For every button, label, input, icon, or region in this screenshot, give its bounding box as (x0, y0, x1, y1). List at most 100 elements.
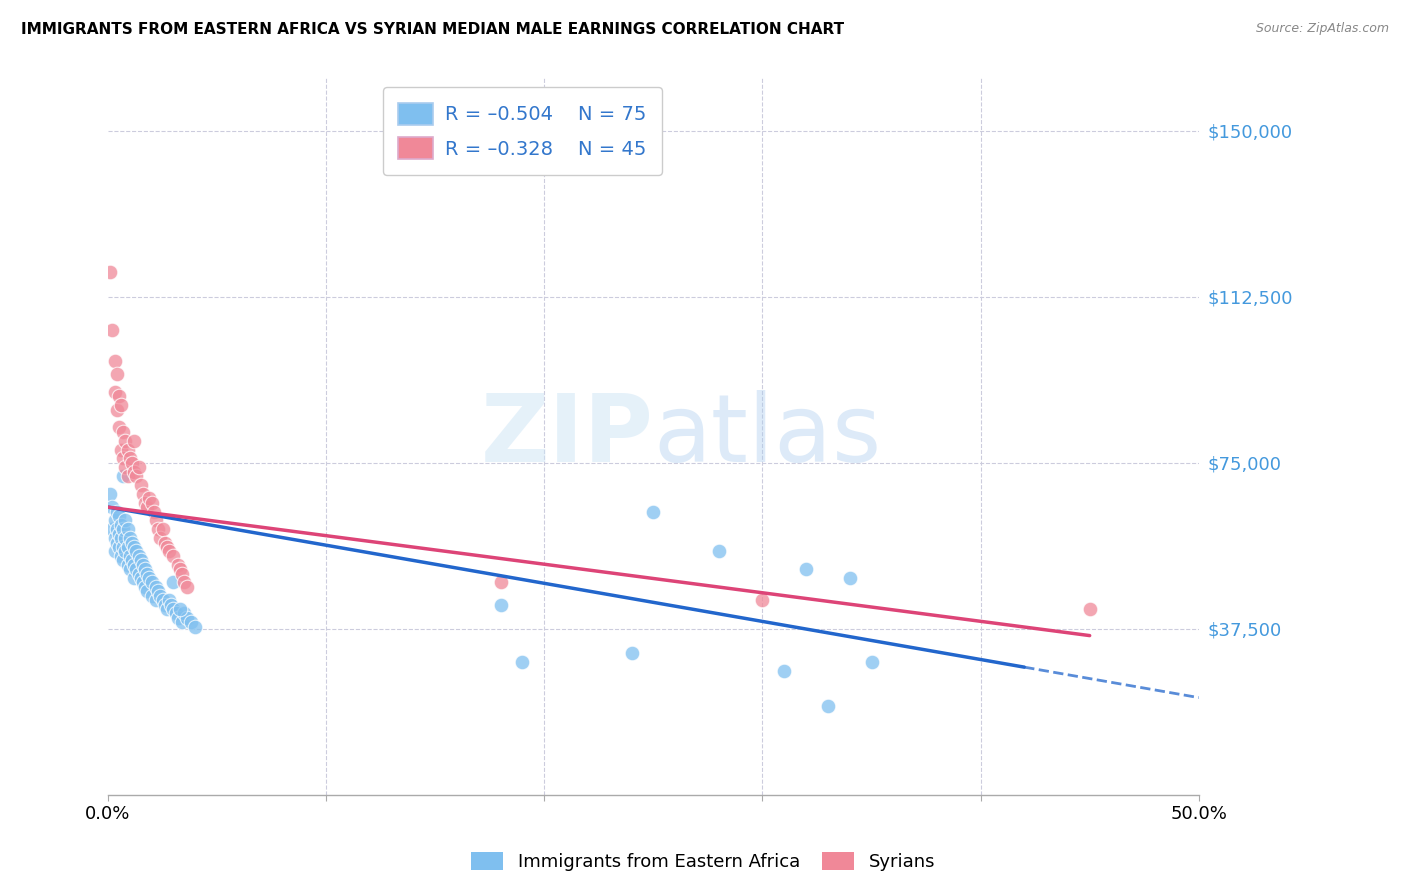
Text: atlas: atlas (654, 391, 882, 483)
Point (110, 442, 132, 457)
Point (172, 615, 194, 630)
Point (105, 504, 128, 518)
Point (118, 451, 141, 466)
Point (125, 544, 148, 558)
Point (121, 535, 143, 549)
Point (152, 522, 174, 536)
Point (105, 402, 128, 417)
Point (108, 540, 131, 554)
Point (129, 553, 152, 567)
Point (180, 615, 202, 630)
Point (118, 549, 141, 563)
Point (643, 504, 665, 518)
Point (136, 566, 159, 581)
Point (176, 580, 198, 594)
Point (101, 522, 124, 536)
Point (136, 584, 159, 599)
Point (146, 522, 169, 536)
Point (489, 575, 512, 590)
Point (138, 571, 160, 585)
Point (117, 522, 139, 536)
Point (122, 558, 145, 572)
Point (101, 500, 124, 515)
Point (134, 496, 156, 510)
Point (146, 584, 169, 599)
Point (817, 699, 839, 714)
Point (156, 540, 179, 554)
Point (98, 487, 121, 501)
Point (112, 425, 135, 439)
Point (114, 513, 136, 527)
Point (105, 368, 128, 382)
Text: Source: ZipAtlas.com: Source: ZipAtlas.com (1256, 22, 1389, 36)
Point (121, 456, 143, 470)
Point (184, 620, 207, 634)
Point (129, 571, 152, 585)
Point (122, 571, 145, 585)
Point (121, 553, 143, 567)
Point (112, 540, 135, 554)
Point (512, 655, 534, 669)
Point (125, 562, 148, 576)
Point (707, 544, 730, 558)
Point (117, 540, 139, 554)
Point (110, 517, 132, 532)
Point (114, 544, 136, 558)
Point (112, 469, 135, 483)
Point (157, 544, 180, 558)
Point (118, 562, 141, 576)
Point (794, 562, 817, 576)
Point (101, 323, 124, 337)
Point (142, 504, 165, 518)
Point (114, 531, 136, 545)
Point (114, 460, 136, 475)
Point (751, 593, 773, 607)
Point (152, 593, 174, 607)
Point (134, 562, 156, 576)
Point (128, 460, 150, 475)
Point (141, 575, 163, 590)
Point (114, 434, 136, 448)
Point (173, 607, 195, 621)
Point (138, 491, 160, 506)
Point (117, 469, 139, 483)
Point (122, 540, 145, 554)
Point (117, 442, 139, 457)
Point (166, 558, 188, 572)
Point (128, 549, 150, 563)
Legend: Immigrants from Eastern Africa, Syrians: Immigrants from Eastern Africa, Syrians (464, 845, 942, 879)
Point (773, 664, 796, 678)
Point (103, 544, 125, 558)
Point (110, 549, 132, 563)
Point (176, 611, 198, 625)
Point (108, 420, 131, 434)
Point (110, 531, 132, 545)
Point (162, 549, 184, 563)
Point (620, 646, 643, 660)
Point (1078, 602, 1101, 616)
Point (134, 580, 156, 594)
Point (149, 531, 172, 545)
Point (132, 575, 155, 590)
Point (169, 562, 191, 576)
Point (129, 478, 152, 492)
Point (162, 575, 184, 590)
Point (103, 513, 125, 527)
Point (172, 566, 194, 581)
Text: ZIP: ZIP (481, 391, 654, 483)
Point (860, 655, 883, 669)
Point (838, 571, 860, 585)
Point (103, 531, 125, 545)
Point (156, 602, 179, 616)
Point (166, 611, 188, 625)
Point (118, 531, 141, 545)
Point (110, 398, 132, 412)
Point (112, 522, 135, 536)
Point (149, 589, 172, 603)
Point (141, 496, 163, 510)
Point (162, 602, 184, 616)
Point (117, 558, 139, 572)
Point (136, 500, 159, 515)
Point (112, 553, 135, 567)
Point (173, 575, 195, 590)
